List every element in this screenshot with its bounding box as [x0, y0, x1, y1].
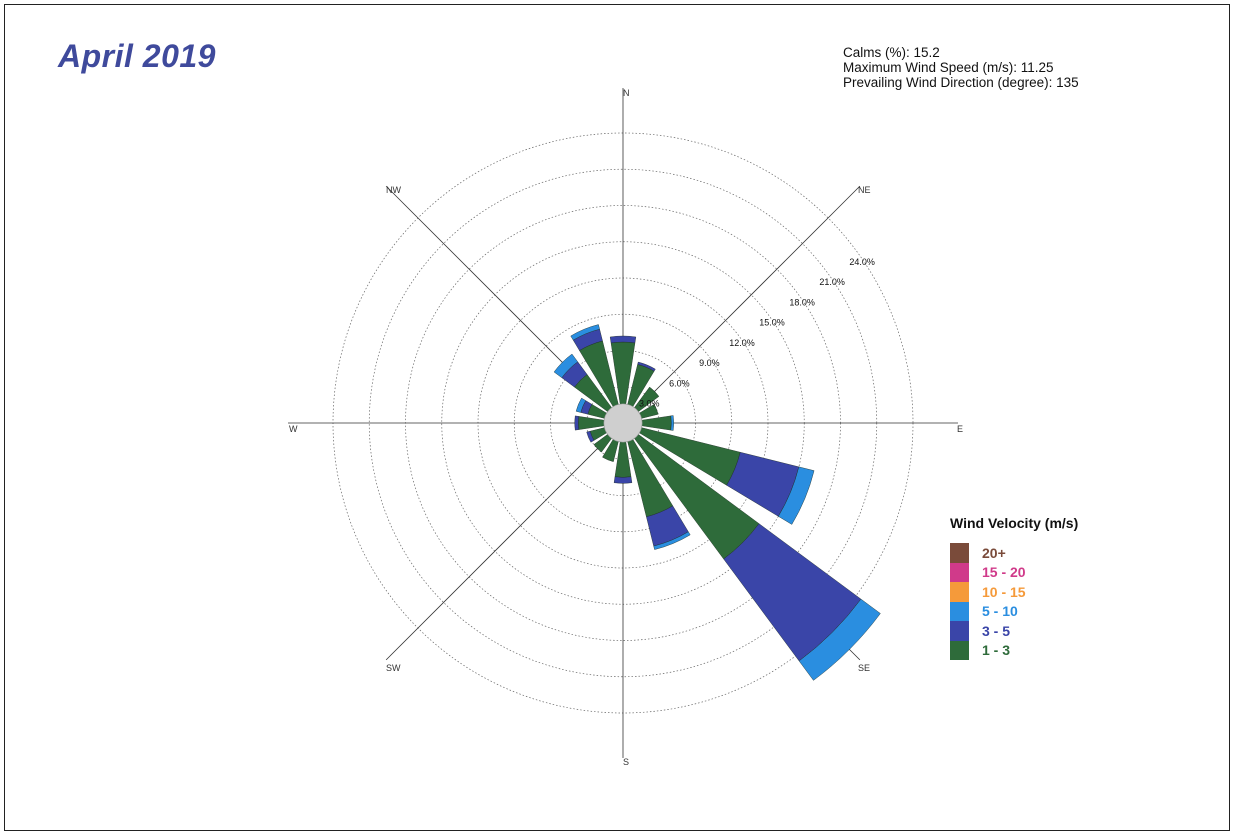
wedge-NW-5-10: [553, 353, 578, 378]
compass-label-n: N: [623, 88, 630, 98]
wedge-NNE-3-5: [637, 361, 656, 372]
wedge-SE-5-10: [798, 598, 881, 681]
radial-tick-label: 24.0%: [849, 257, 875, 267]
legend-swatch: [950, 582, 969, 602]
compass-label-nw: NW: [386, 185, 401, 195]
wedge-N-3-5: [609, 335, 637, 344]
wedge-ESE-5-10: [778, 466, 815, 525]
wedge-SSE-5-10: [653, 531, 691, 550]
max-wind-speed-stat: Maximum Wind Speed (m/s): 11.25: [843, 60, 1054, 75]
compass-labels: N NE E SE S SW W NW: [289, 88, 963, 767]
calms-stat: Calms (%): 15.2: [843, 45, 940, 60]
legend-item: 20+: [950, 543, 1078, 563]
wedge-E-1-3: [640, 415, 672, 431]
page-frame: [4, 4, 1230, 831]
radial-tick-label: 15.0%: [759, 318, 785, 328]
compass-label-sw: SW: [386, 663, 401, 673]
wind-wedges: [553, 324, 881, 681]
wedge-WNW-5-10: [575, 397, 586, 413]
wedge-E-5-10: [670, 415, 674, 431]
compass-label-se: SE: [858, 663, 870, 673]
legend-swatch: [950, 562, 969, 582]
legend-swatch: [950, 621, 969, 641]
wedge-S-3-5: [613, 476, 633, 484]
legend: Wind Velocity (m/s) 20+ 15 - 20 10 - 15 5 -…: [950, 515, 1078, 660]
compass-label-w: W: [289, 424, 298, 434]
legend-item: 15 - 20: [950, 562, 1078, 582]
legend-label: 10 - 15: [982, 583, 1026, 600]
wedge-W-3-5: [574, 415, 580, 431]
radial-tick-label: 21.0%: [819, 277, 845, 287]
radial-tick-label: 6.0%: [669, 378, 690, 388]
radial-tick-label: 3.0%: [639, 399, 660, 409]
compass-label-ne: NE: [858, 185, 871, 195]
wedge-S-1-3: [614, 440, 632, 478]
legend-label: 1 - 3: [982, 642, 1011, 659]
legend-label: 5 - 10: [982, 603, 1018, 620]
compass-label-e: E: [957, 424, 963, 434]
legend-item: 3 - 5: [950, 621, 1078, 641]
prevailing-direction-stat: Prevailing Wind Direction (degree): 135: [843, 75, 1079, 90]
legend-swatch: [950, 640, 969, 660]
legend-swatch: [950, 601, 969, 621]
legend-item: 5 - 10: [950, 601, 1078, 621]
radial-tick-label: 18.0%: [789, 297, 815, 307]
wedge-W-1-3: [578, 416, 606, 430]
legend-swatch: [950, 543, 969, 563]
legend-title: Wind Velocity (m/s): [950, 515, 1079, 531]
radial-tick-label: 9.0%: [699, 358, 720, 368]
compass-label-s: S: [623, 757, 629, 767]
legend-label: 15 - 20: [982, 564, 1026, 581]
radial-tick-label: 12.0%: [729, 338, 755, 348]
chart-title: April 2019: [58, 38, 216, 74]
stats-panel: Calms (%): 15.2 Maximum Wind Speed (m/s)…: [843, 45, 1079, 90]
wedge-WSW-3-5: [586, 430, 595, 443]
wedge-NNW-5-10: [570, 324, 600, 341]
legend-item: 1 - 3: [950, 640, 1078, 660]
legend-label: 3 - 5: [982, 622, 1011, 639]
calm-circle: [603, 403, 643, 443]
legend-label: 20+: [982, 544, 1006, 561]
radial-tick-labels: 3.0% 6.0% 9.0% 12.0% 15.0% 18.0% 21.0% 24.0%: [639, 257, 875, 409]
legend-item: 10 - 15: [950, 582, 1078, 602]
